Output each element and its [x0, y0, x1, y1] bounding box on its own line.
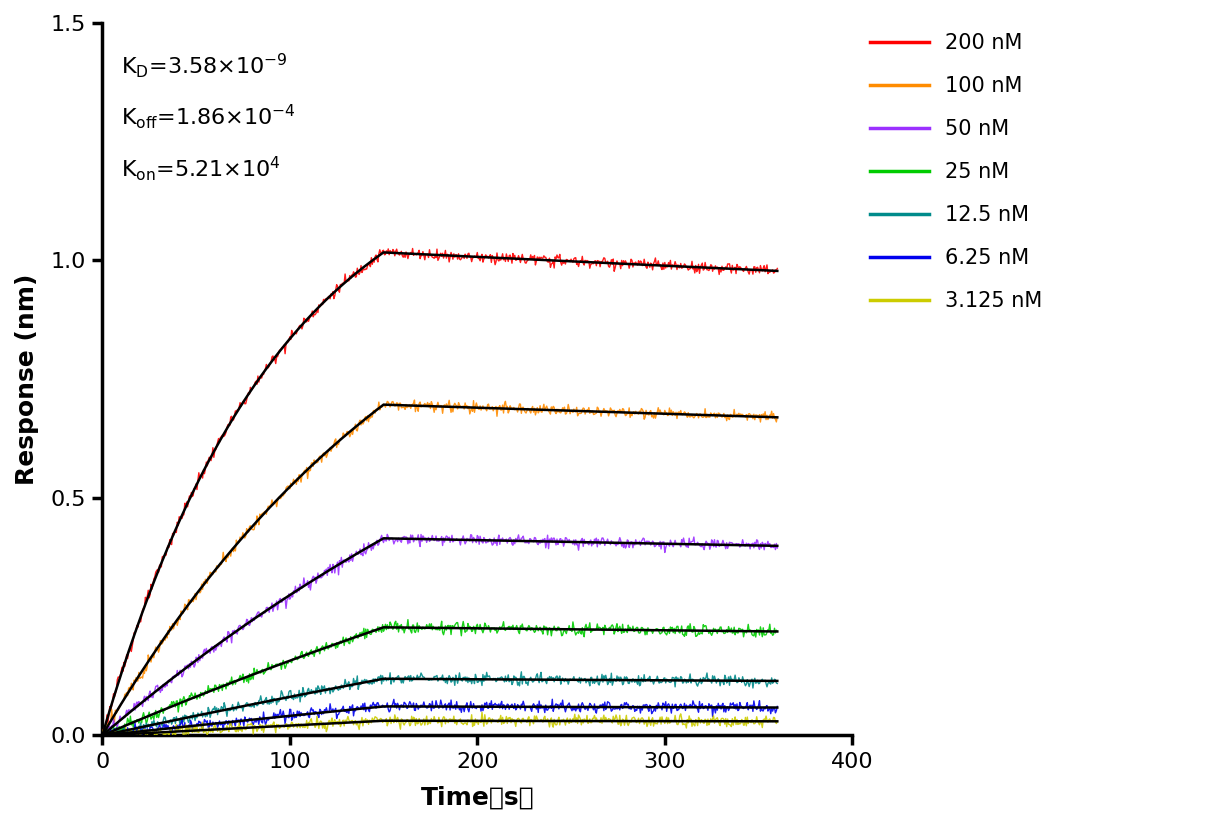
- X-axis label: Time（s）: Time（s）: [420, 786, 535, 810]
- Y-axis label: Response (nm): Response (nm): [15, 274, 39, 485]
- Text: $\mathregular{K_D}$=3.58×10$\mathregular{^{-9}}$
$\mathregular{K_{off}}$=1.86×10: $\mathregular{K_D}$=3.58×10$\mathregular…: [121, 51, 296, 182]
- Legend: 200 nM, 100 nM, 50 nM, 25 nM, 12.5 nM, 6.25 nM, 3.125 nM: 200 nM, 100 nM, 50 nM, 25 nM, 12.5 nM, 6…: [870, 34, 1042, 311]
